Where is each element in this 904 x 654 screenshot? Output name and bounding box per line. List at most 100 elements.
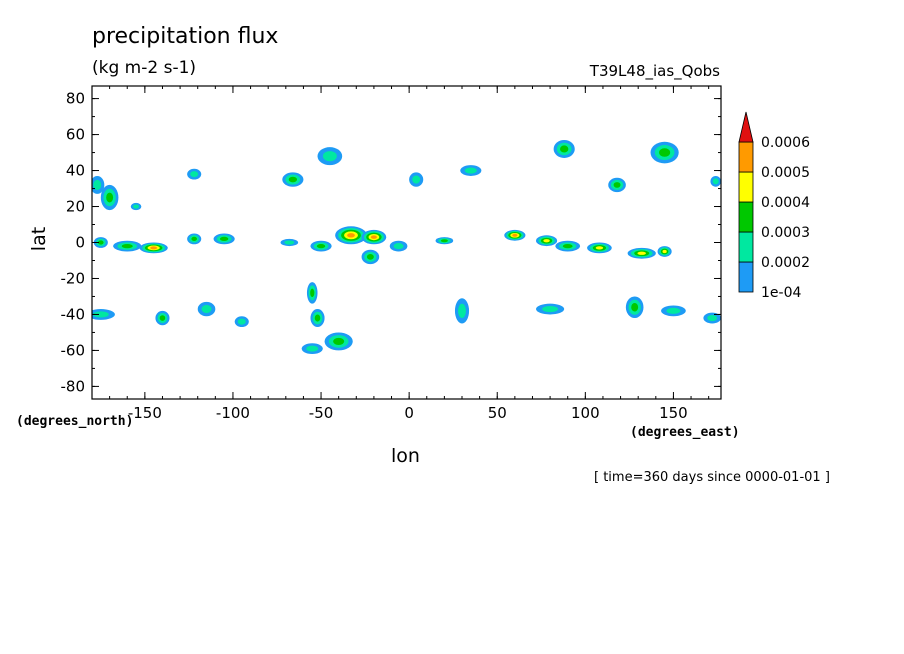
contour-level-1 xyxy=(284,240,295,245)
contour-level-2 xyxy=(219,236,229,242)
y-units-label: (degrees_north) xyxy=(16,414,134,429)
contour-level-4 xyxy=(512,233,518,237)
x-tick-label: 100 xyxy=(571,404,600,422)
contour-level-2 xyxy=(366,254,374,260)
contour-level-2 xyxy=(191,236,197,242)
precip-feature xyxy=(306,282,318,304)
precip-feature xyxy=(608,177,626,193)
contour-level-1 xyxy=(133,204,140,209)
colorbar-label: 0.0005 xyxy=(761,165,810,181)
precip-feature xyxy=(92,175,105,194)
contour-level-1 xyxy=(393,243,404,250)
contour-level-2 xyxy=(560,145,569,153)
precip-feature xyxy=(627,247,656,259)
y-tick-label: 20 xyxy=(66,198,85,216)
contour-level-2 xyxy=(613,182,621,188)
x-tick-label: -50 xyxy=(309,404,334,422)
contour-level-2 xyxy=(631,303,639,312)
precip-feature xyxy=(113,240,142,252)
contour-level-1 xyxy=(93,179,102,191)
precip-feature xyxy=(536,303,565,315)
precip-feature xyxy=(139,242,168,254)
precip-feature xyxy=(301,343,323,355)
y-tick-label: 40 xyxy=(66,162,85,180)
y-tick-label: 60 xyxy=(66,126,85,144)
precip-feature xyxy=(234,316,249,328)
contour-level-1 xyxy=(707,315,718,322)
x-tick-label: -150 xyxy=(128,404,162,422)
contour-level-1 xyxy=(542,306,559,313)
precip-feature xyxy=(587,242,612,254)
precip-feature xyxy=(130,202,142,211)
y-tick-label: 80 xyxy=(66,90,85,108)
precip-feature xyxy=(92,309,115,320)
colorbar-label: 0.0003 xyxy=(761,225,810,241)
contour-level-1 xyxy=(458,303,466,318)
precip-feature xyxy=(657,246,672,257)
contour-level-1 xyxy=(412,175,421,184)
colorbar-segment xyxy=(738,171,754,203)
contour-level-2 xyxy=(106,192,114,203)
y-tick-label: -60 xyxy=(61,341,86,359)
x-axis-label: lon xyxy=(391,445,420,467)
precip-feature xyxy=(389,240,408,252)
precipitation-contours xyxy=(92,139,721,355)
contour-level-1 xyxy=(237,318,246,325)
x-tick-label: 0 xyxy=(404,404,414,422)
precip-feature xyxy=(213,233,235,245)
precip-feature xyxy=(317,147,343,166)
contour-level-2 xyxy=(316,243,326,249)
colorbar-label: 0.0006 xyxy=(761,135,810,151)
contour-level-2 xyxy=(159,315,166,321)
precip-feature xyxy=(100,184,119,211)
contour-level-3 xyxy=(637,251,646,255)
colorbar-segment xyxy=(738,231,754,263)
precip-feature xyxy=(553,139,575,158)
x-tick-label: -100 xyxy=(216,404,250,422)
precip-feature xyxy=(187,168,202,180)
contour-level-2 xyxy=(659,148,671,157)
contour-level-2 xyxy=(440,239,448,243)
contour-level-3 xyxy=(543,239,550,243)
contour-level-1 xyxy=(92,311,109,318)
precip-feature xyxy=(335,226,367,245)
y-tick-label: -20 xyxy=(61,269,86,287)
colorbar-extend-arrow xyxy=(738,111,754,143)
axis-ticks: -150 -100 -50 0 50 100 150 80 60 40 20 0 -20 -40 -60 -8… xyxy=(61,86,721,422)
contour-level-2 xyxy=(98,240,104,245)
contour-level-3 xyxy=(595,246,604,250)
colorbar-segment xyxy=(738,141,754,173)
x-tick-label: 50 xyxy=(488,404,507,422)
precip-feature xyxy=(454,298,470,324)
precip-feature xyxy=(710,175,721,187)
precip-feature xyxy=(625,296,644,319)
precip-feature xyxy=(661,305,686,317)
precip-feature xyxy=(280,238,299,247)
chart-title: precipitation flux xyxy=(92,24,279,49)
plot-frame xyxy=(91,85,722,400)
x-units-label: (degrees_east) xyxy=(630,425,740,440)
precip-feature xyxy=(187,233,202,245)
precip-feature xyxy=(361,249,380,265)
contour-level-1 xyxy=(190,171,199,178)
contour-level-4 xyxy=(347,233,355,238)
precip-feature xyxy=(504,229,526,241)
precip-feature xyxy=(409,172,424,187)
colorbar-segment xyxy=(738,261,754,293)
precip-feature xyxy=(460,165,482,176)
contour-level-1 xyxy=(464,167,477,174)
precip-feature xyxy=(555,240,581,252)
y-tick-label: -80 xyxy=(61,377,86,395)
precip-feature xyxy=(155,310,170,326)
contour-level-4 xyxy=(150,246,158,250)
precip-feature xyxy=(536,235,558,247)
contour-level-1 xyxy=(712,178,719,185)
colorbar: 1e-04 0.0002 0.0003 0.0004 0.0005 0.0006 xyxy=(738,111,810,301)
precip-feature xyxy=(650,141,679,164)
colorbar-segment xyxy=(738,201,754,233)
contour-level-1 xyxy=(666,307,681,314)
y-tick-label: -40 xyxy=(61,305,86,323)
precip-feature xyxy=(361,229,387,245)
precip-feature xyxy=(703,312,721,324)
